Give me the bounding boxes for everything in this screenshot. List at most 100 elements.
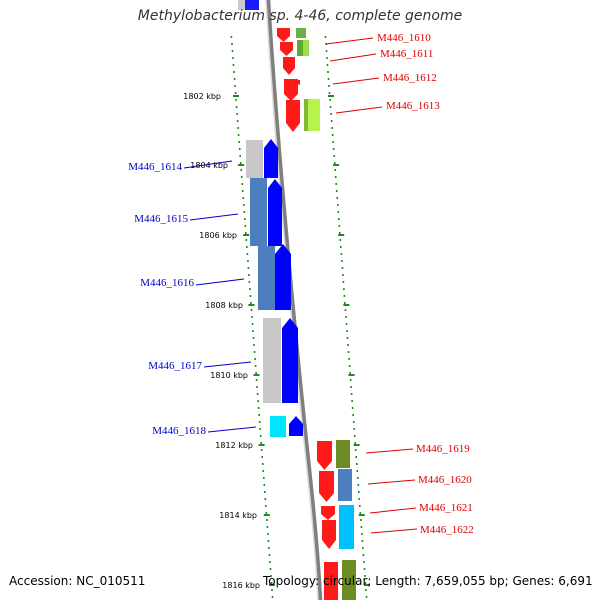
tick-dot-left bbox=[242, 197, 244, 199]
leader-M446_1610 bbox=[326, 38, 373, 44]
tick-dot-right bbox=[337, 204, 339, 206]
label-M446_1610: M446_1610 bbox=[377, 32, 431, 44]
tick-dot-right bbox=[334, 169, 336, 171]
tick-dot-right bbox=[331, 127, 333, 129]
tick-dot-left bbox=[263, 477, 265, 479]
gene-shade-M446_1614 bbox=[246, 140, 263, 178]
tick-dot-left bbox=[271, 589, 273, 591]
tick-major-right bbox=[354, 444, 360, 446]
tick-dot-right bbox=[341, 260, 343, 262]
tick-dot-right bbox=[353, 421, 355, 423]
tick-dot-right bbox=[353, 428, 355, 430]
leader-M446_1616 bbox=[196, 279, 244, 285]
tick-dot-left bbox=[247, 260, 249, 262]
leader-M446_1612 bbox=[333, 78, 379, 84]
tick-dot-left bbox=[239, 148, 241, 150]
tick-dot-right bbox=[351, 400, 353, 402]
tick-dot-left bbox=[239, 155, 241, 157]
tick-dot-left bbox=[261, 456, 263, 458]
leader-M446_1617 bbox=[204, 362, 251, 367]
tick-major-right bbox=[338, 234, 344, 236]
tick-dot-left bbox=[249, 288, 251, 290]
tick-dot-right bbox=[359, 498, 361, 500]
tick-dot-left bbox=[255, 372, 257, 374]
tick-dot-left bbox=[241, 176, 243, 178]
tick-dot-left bbox=[249, 281, 251, 283]
label-M446_1617: M446_1617 bbox=[148, 360, 202, 372]
tick-dot-right bbox=[328, 78, 330, 80]
gene-arrow-M446_1610 bbox=[277, 28, 290, 42]
tick-dot-left bbox=[257, 400, 259, 402]
tick-dot-right bbox=[339, 232, 341, 234]
tick-dot-left bbox=[233, 64, 235, 66]
tick-dot-left bbox=[250, 295, 252, 297]
tick-dot-right bbox=[349, 365, 351, 367]
tick-dot-right bbox=[361, 526, 363, 528]
tick-dot-right bbox=[362, 547, 364, 549]
tick-dot-left bbox=[259, 421, 261, 423]
tick-dot-left bbox=[256, 379, 258, 381]
tick-major-right bbox=[333, 164, 339, 166]
tick-dot-left bbox=[236, 106, 238, 108]
tick-dot-right bbox=[345, 316, 347, 318]
label-M446_1611: M446_1611 bbox=[380, 48, 433, 60]
tick-dot-left bbox=[265, 505, 267, 507]
label-M446_1620: M446_1620 bbox=[418, 474, 472, 486]
gene-arrow-M446_1618 bbox=[289, 416, 303, 436]
tick-dot-left bbox=[233, 71, 235, 73]
tick-dot-right bbox=[343, 281, 345, 283]
tick-dot-right bbox=[357, 477, 359, 479]
tick-dot-left bbox=[252, 330, 254, 332]
leader-M446_1621 bbox=[370, 508, 416, 513]
tick-major-right bbox=[349, 374, 355, 376]
gene-color-M446_1619 bbox=[336, 440, 350, 468]
tick-dot-right bbox=[348, 358, 350, 360]
gene-arrow-M446_1616 bbox=[275, 244, 291, 310]
tick-dot-right bbox=[357, 470, 359, 472]
tick-dot-left bbox=[237, 127, 239, 129]
gene-arrow-M446_1620 bbox=[319, 471, 334, 502]
tick-dot-left bbox=[248, 274, 250, 276]
ruler-label-1814: 1814 kbp bbox=[219, 511, 257, 520]
tick-dot-left bbox=[266, 519, 268, 521]
tick-dot-left bbox=[238, 134, 240, 136]
tick-dot-right bbox=[335, 176, 337, 178]
gene-arrow-M446_1619 bbox=[317, 441, 332, 470]
gene-shade-M446_1618 bbox=[270, 416, 286, 437]
tick-major-left bbox=[248, 304, 254, 306]
tick-dot-right bbox=[341, 253, 343, 255]
tick-dot-left bbox=[238, 141, 240, 143]
tick-major-left bbox=[259, 444, 265, 446]
tick-dot-left bbox=[267, 526, 269, 528]
tick-dot-left bbox=[265, 498, 267, 500]
tick-dot-left bbox=[250, 302, 252, 304]
tick-dot-right bbox=[364, 568, 366, 570]
tick-dot-right bbox=[332, 141, 334, 143]
tick-dot-left bbox=[251, 309, 253, 311]
tick-major-right bbox=[328, 95, 334, 97]
tick-dot-left bbox=[267, 533, 269, 535]
tick-dot-left bbox=[257, 393, 259, 395]
tick-dot-left bbox=[232, 50, 234, 52]
tick-dot-right bbox=[342, 274, 344, 276]
tick-dot-left bbox=[270, 568, 272, 570]
leader-M446_1620 bbox=[368, 480, 415, 484]
tick-dot-left bbox=[232, 57, 234, 59]
tick-dot-right bbox=[361, 533, 363, 535]
tick-dot-right bbox=[344, 295, 346, 297]
tick-dot-right bbox=[333, 148, 335, 150]
tick-dot-left bbox=[235, 92, 237, 94]
label-M446_1613: M446_1613 bbox=[386, 100, 440, 112]
tick-major-left bbox=[254, 374, 260, 376]
tick-dot-left bbox=[268, 540, 270, 542]
gene-arrow-M446_1613-head bbox=[284, 79, 298, 101]
tick-dot-left bbox=[256, 386, 258, 388]
tick-dot-left bbox=[241, 183, 243, 185]
gene-arrow-M446_1617 bbox=[282, 318, 298, 403]
tick-dot-right bbox=[329, 92, 331, 94]
ruler-label-1812: 1812 kbp bbox=[215, 441, 253, 450]
tick-dot-right bbox=[334, 162, 336, 164]
tick-dot-left bbox=[252, 323, 254, 325]
tick-dot-left bbox=[244, 218, 246, 220]
tick-dot-right bbox=[345, 309, 347, 311]
